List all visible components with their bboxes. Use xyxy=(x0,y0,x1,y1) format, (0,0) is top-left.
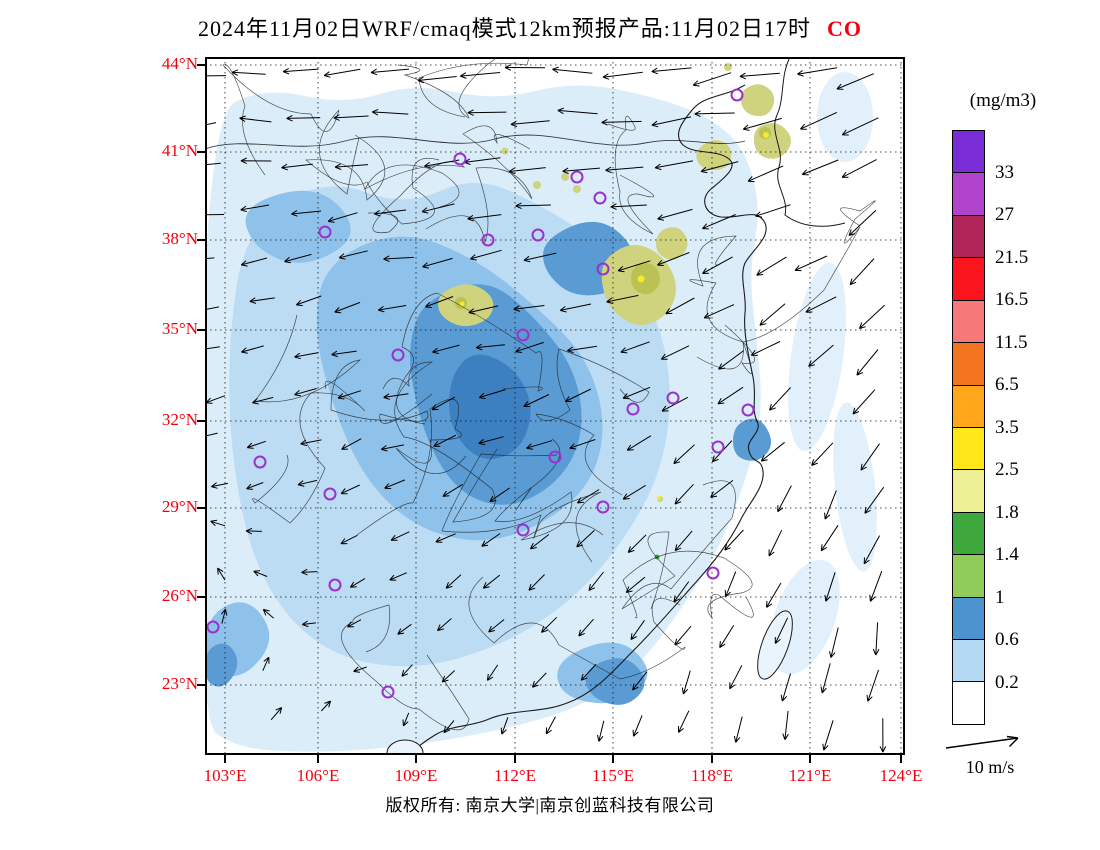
lat-tick-mark xyxy=(197,239,205,241)
colorbar-level-label: 2.5 xyxy=(995,459,1019,480)
lat-tick-label: 35°N xyxy=(161,319,198,338)
wind-vectors xyxy=(185,64,887,753)
colorbar-swatch xyxy=(953,173,984,216)
colorbar-swatch xyxy=(953,215,984,259)
legend-units: (mg/m3) xyxy=(969,90,1037,111)
lat-tick-label: 44°N xyxy=(161,54,198,73)
lat-tick-label: 23°N xyxy=(161,674,198,693)
title-species: CO xyxy=(827,16,863,41)
lat-tick-mark xyxy=(197,507,205,509)
colorbar-level-label: 1.8 xyxy=(995,501,1019,523)
colorbar-swatch xyxy=(953,258,984,301)
colorbar-swatch xyxy=(953,343,984,386)
colorbar-swatch xyxy=(953,427,984,471)
colorbar-level-label: 1.4 xyxy=(995,544,1019,565)
lat-tick-label: 29°N xyxy=(161,497,198,516)
colorbar xyxy=(952,130,985,725)
colorbar-swatch xyxy=(953,470,984,513)
lat-tick-mark xyxy=(197,151,205,153)
colorbar-swatch xyxy=(953,131,984,174)
lat-tick-mark xyxy=(197,420,205,422)
lat-tick-label: 26°N xyxy=(161,586,198,605)
lon-tick-mark xyxy=(809,755,811,763)
lon-tick-mark xyxy=(514,755,516,763)
lon-tick-mark xyxy=(224,755,226,763)
lon-tick-mark xyxy=(612,755,614,763)
colorbar-swatch xyxy=(953,682,984,724)
colorbar-level-label: 0.6 xyxy=(995,629,1019,650)
lat-tick-mark xyxy=(197,684,205,686)
colorbar-swatch xyxy=(953,300,984,344)
copyright: 版权所有: 南京大学|南京创蓝科技有限公司 xyxy=(385,796,715,815)
colorbar-swatch xyxy=(953,512,984,556)
lat-tick-label: 41°N xyxy=(161,141,198,160)
lat-tick-mark xyxy=(197,596,205,598)
colorbar-level-label: 1 xyxy=(995,586,1005,608)
lon-tick-mark xyxy=(415,755,417,763)
colorbar-level-label: 6.5 xyxy=(995,374,1019,395)
lon-tick-label: 103°E xyxy=(203,766,247,785)
wind-reference-label: 10 m/s xyxy=(965,757,1015,777)
lon-tick-label: 109°E xyxy=(394,766,438,785)
lon-tick-label: 124°E xyxy=(879,766,923,785)
map-frame-border xyxy=(205,57,905,755)
colorbar-swatch xyxy=(953,597,984,641)
lon-tick-label: 106°E xyxy=(296,766,340,785)
colorbar-level-label: 11.5 xyxy=(995,331,1028,353)
colorbar-level-label: 27 xyxy=(995,204,1014,225)
colorbar-level-label: 0.2 xyxy=(995,671,1019,693)
lat-tick-label: 38°N xyxy=(161,229,198,248)
colorbar-level-label: 21.5 xyxy=(995,246,1029,268)
forecast-map-svg xyxy=(185,44,905,767)
lat-tick-mark xyxy=(197,329,205,331)
lon-tick-mark xyxy=(900,755,902,763)
lon-tick-label: 112°E xyxy=(493,766,537,785)
colorbar-level-label: 3.5 xyxy=(995,416,1019,438)
title-text: 2024年11月02日WRF/cmaq模式12km预报产品:11月02日17时 xyxy=(197,16,812,41)
wind-reference-arrow-icon xyxy=(945,735,1019,749)
colorbar-swatch xyxy=(953,640,984,683)
lat-tick-label: 32°N xyxy=(161,410,198,429)
lon-tick-label: 118°E xyxy=(690,766,734,785)
colorbar-swatch xyxy=(953,385,984,428)
city-markers xyxy=(206,88,755,699)
colorbar-level-label: 33 xyxy=(995,161,1014,183)
lat-tick-mark xyxy=(197,64,205,66)
lon-tick-mark xyxy=(317,755,319,763)
page-title: 2024年11月02日WRF/cmaq模式12km预报产品:11月02日17时 C… xyxy=(0,11,1060,43)
lon-tick-label: 115°E xyxy=(591,766,635,785)
lon-tick-mark xyxy=(711,755,713,763)
lon-tick-label: 121°E xyxy=(788,766,832,785)
map-plot xyxy=(185,44,905,767)
colorbar-swatch xyxy=(953,555,984,598)
colorbar-level-label: 16.5 xyxy=(995,289,1029,310)
